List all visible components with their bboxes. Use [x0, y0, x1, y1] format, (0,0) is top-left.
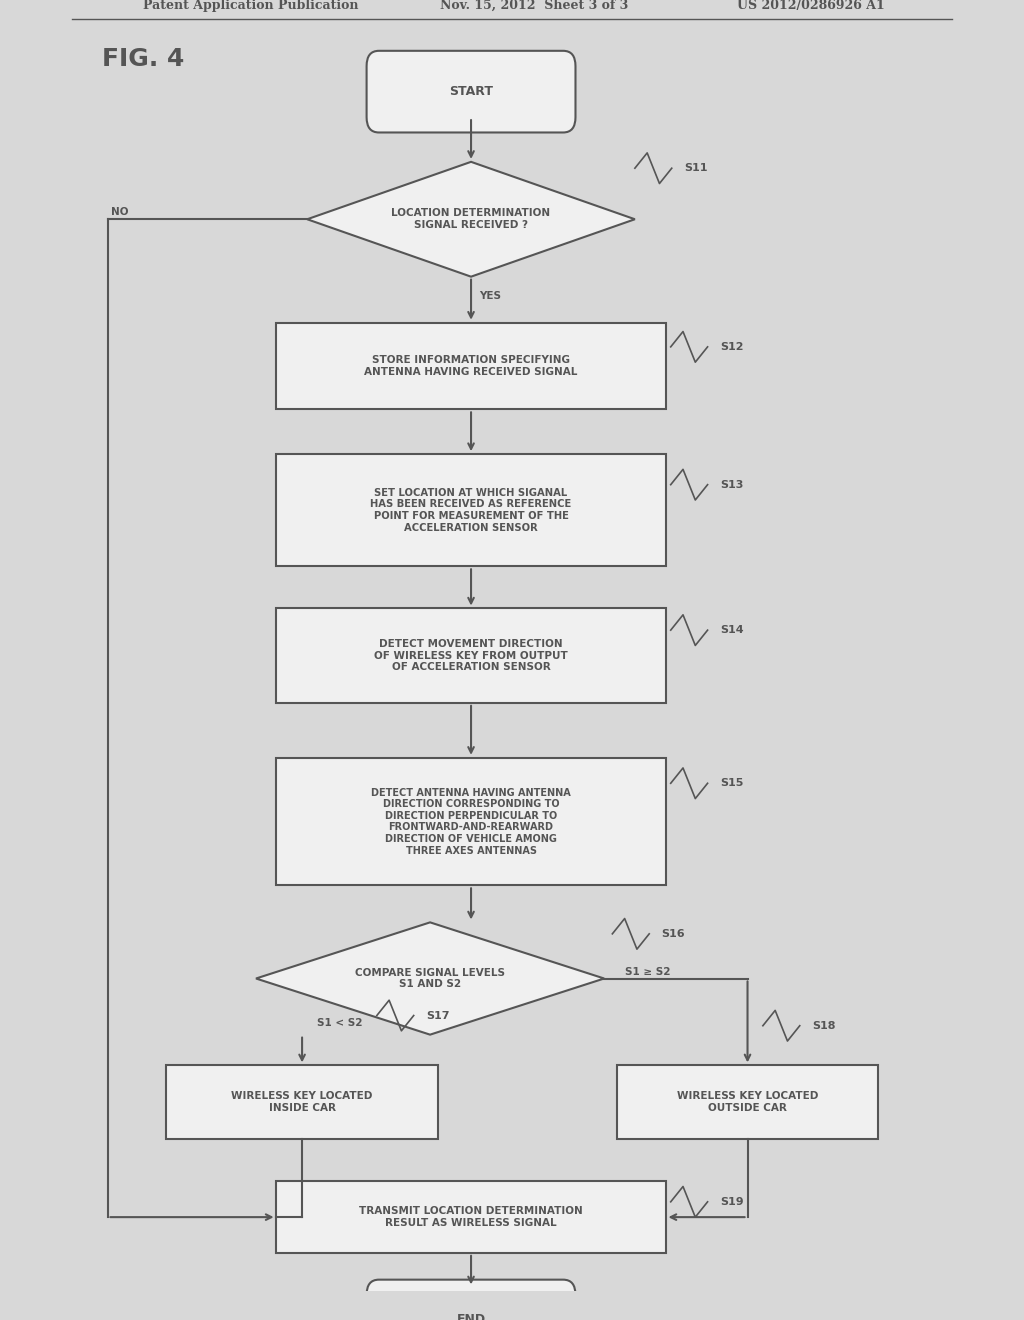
FancyBboxPatch shape [367, 50, 575, 132]
Text: YES: YES [479, 290, 501, 301]
Bar [276, 758, 666, 886]
Text: START: START [450, 86, 493, 98]
Polygon shape [307, 162, 635, 277]
Text: S19: S19 [720, 1197, 743, 1206]
Bar [166, 1065, 438, 1139]
Text: LOCATION DETERMINATION
SIGNAL RECEIVED ?: LOCATION DETERMINATION SIGNAL RECEIVED ? [391, 209, 551, 230]
Text: S1 < S2: S1 < S2 [317, 1018, 362, 1028]
Text: Nov. 15, 2012  Sheet 3 of 3: Nov. 15, 2012 Sheet 3 of 3 [440, 0, 629, 12]
Text: WIRELESS KEY LOCATED
OUTSIDE CAR: WIRELESS KEY LOCATED OUTSIDE CAR [677, 1092, 818, 1113]
Text: END: END [457, 1312, 485, 1320]
Text: NO: NO [111, 207, 128, 216]
Text: FIG. 4: FIG. 4 [102, 48, 184, 71]
Text: COMPARE SIGNAL LEVELS
S1 AND S2: COMPARE SIGNAL LEVELS S1 AND S2 [355, 968, 505, 989]
Polygon shape [256, 923, 604, 1035]
Text: DETECT ANTENNA HAVING ANTENNA
DIRECTION CORRESPONDING TO
DIRECTION PERPENDICULAR: DETECT ANTENNA HAVING ANTENNA DIRECTION … [371, 788, 571, 855]
Text: US 2012/0286926 A1: US 2012/0286926 A1 [737, 0, 885, 12]
Text: SET LOCATION AT WHICH SIGANAL
HAS BEEN RECEIVED AS REFERENCE
POINT FOR MEASUREME: SET LOCATION AT WHICH SIGANAL HAS BEEN R… [371, 488, 571, 532]
Text: WIRELESS KEY LOCATED
INSIDE CAR: WIRELESS KEY LOCATED INSIDE CAR [231, 1092, 373, 1113]
Bar [276, 454, 666, 566]
Text: S16: S16 [662, 929, 685, 939]
Text: S12: S12 [720, 342, 743, 352]
Bar [616, 1065, 879, 1139]
FancyBboxPatch shape [367, 1279, 575, 1320]
Bar [276, 609, 666, 702]
Text: DETECT MOVEMENT DIRECTION
OF WIRELESS KEY FROM OUTPUT
OF ACCELERATION SENSOR: DETECT MOVEMENT DIRECTION OF WIRELESS KE… [374, 639, 568, 672]
Bar [276, 1181, 666, 1253]
Text: S17: S17 [426, 1011, 450, 1020]
Text: S1 ≥ S2: S1 ≥ S2 [625, 968, 670, 977]
Text: S18: S18 [812, 1020, 836, 1031]
Text: S15: S15 [720, 779, 743, 788]
Text: S11: S11 [684, 164, 708, 173]
Bar [276, 322, 666, 409]
Text: Patent Application Publication: Patent Application Publication [143, 0, 358, 12]
Text: STORE INFORMATION SPECIFYING
ANTENNA HAVING RECEIVED SIGNAL: STORE INFORMATION SPECIFYING ANTENNA HAV… [365, 355, 578, 376]
Text: TRANSMIT LOCATION DETERMINATION
RESULT AS WIRELESS SIGNAL: TRANSMIT LOCATION DETERMINATION RESULT A… [359, 1206, 583, 1228]
Text: S13: S13 [720, 479, 743, 490]
Text: S14: S14 [720, 626, 743, 635]
